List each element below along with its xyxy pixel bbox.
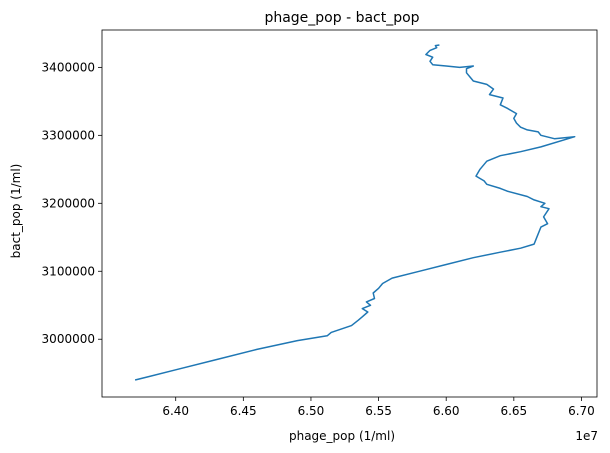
y-axis-ticks: 3000000 3100000 3200000 3300000 3400000 [42,60,102,346]
plot-area [134,44,576,381]
x-axis-ticks: 6.40 6.45 6.50 6.55 6.60 6.65 6.70 [162,397,595,418]
x-axis-label: phage_pop (1/ml) [289,429,395,443]
x-tick-label: 6.55 [365,404,392,418]
x-tick-label: 6.70 [568,404,595,418]
plot-frame [101,29,598,398]
y-tick-label: 3400000 [42,60,95,74]
x-tick-label: 6.60 [433,404,460,418]
y-tick-label: 3200000 [42,196,95,210]
y-tick-label: 3300000 [42,128,95,142]
x-tick-label: 6.65 [500,404,527,418]
y-tick-label: 3000000 [42,332,95,346]
x-offset-label: 1e7 [575,429,598,443]
x-tick-label: 6.45 [230,404,257,418]
y-axis-label: bact_pop (1/ml) [9,164,23,259]
y-tick-label: 3100000 [42,264,95,278]
x-tick-label: 6.40 [162,404,189,418]
chart-title: phage_pop - bact_pop [264,10,419,26]
series-line [134,44,576,381]
x-tick-label: 6.50 [298,404,325,418]
